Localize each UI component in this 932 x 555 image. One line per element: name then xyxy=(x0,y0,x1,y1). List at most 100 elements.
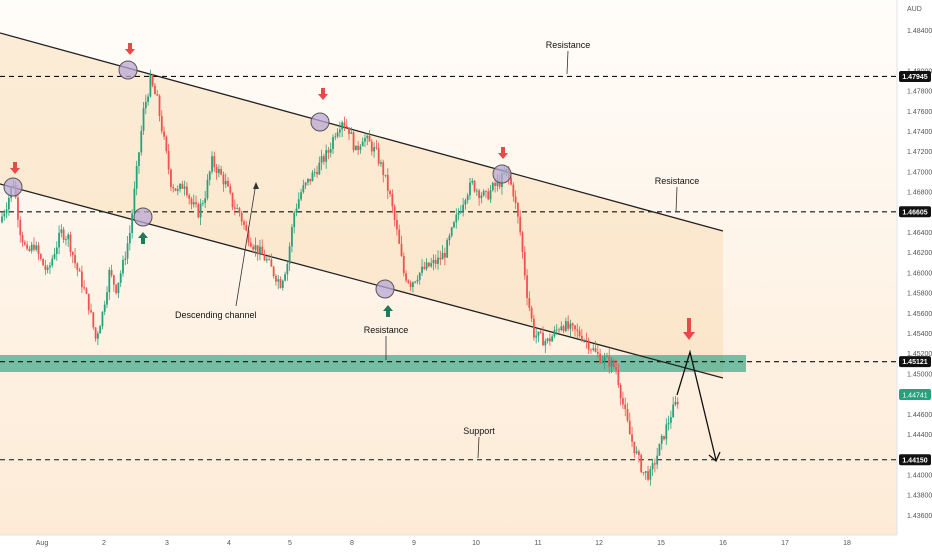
candle-body xyxy=(423,266,426,269)
time-tick-label: 9 xyxy=(412,540,416,547)
candle-body xyxy=(112,275,115,285)
channel-touch-point[interactable] xyxy=(492,164,512,184)
price-tick-label: 1.44000 xyxy=(907,472,932,479)
candle-body xyxy=(138,152,140,166)
candle-body xyxy=(421,266,423,273)
candle-body xyxy=(667,422,670,425)
candle-body xyxy=(633,441,636,454)
candle-body xyxy=(275,275,277,282)
candle-body xyxy=(446,240,449,258)
sell-arrow-icon xyxy=(10,162,20,174)
candle-body xyxy=(562,326,565,331)
price-tick-label: 1.47000 xyxy=(907,169,932,176)
candle-body xyxy=(544,340,547,346)
candle-body xyxy=(523,251,526,276)
candle-body xyxy=(407,280,410,283)
candle-body xyxy=(393,206,396,220)
candle-body xyxy=(236,208,239,210)
candle-body xyxy=(551,336,554,342)
candle-body xyxy=(485,190,487,192)
candle-body xyxy=(619,384,622,399)
channel-touch-point[interactable] xyxy=(3,177,23,197)
candle-body xyxy=(165,136,168,152)
candle-body xyxy=(286,263,289,275)
candle-body xyxy=(672,404,675,418)
candle-body xyxy=(375,147,378,149)
candle-body xyxy=(487,191,490,200)
candle-body xyxy=(558,329,560,331)
candle-body xyxy=(546,338,549,341)
candle-body xyxy=(391,193,394,207)
candle-body xyxy=(478,190,481,199)
candle-body xyxy=(594,348,597,352)
candle-body xyxy=(247,230,250,243)
candle-body xyxy=(576,329,579,331)
candle-body xyxy=(432,259,435,264)
channel-touch-point[interactable] xyxy=(118,60,138,80)
time-tick-label: 3 xyxy=(165,540,169,547)
candle-body xyxy=(587,340,590,350)
candle-body xyxy=(341,122,344,130)
candle-body xyxy=(147,96,150,102)
candle-body xyxy=(345,125,348,128)
candle-body xyxy=(65,239,67,241)
candle-body xyxy=(33,244,35,250)
candle-body xyxy=(354,145,357,151)
candle-body xyxy=(384,174,387,176)
candle-body xyxy=(67,234,70,240)
candle-body xyxy=(512,184,515,197)
candle-body xyxy=(560,326,563,330)
candle-body xyxy=(412,282,414,288)
candle-body xyxy=(548,338,551,342)
candle-body xyxy=(590,349,592,351)
candle-body xyxy=(496,180,499,186)
candle-body xyxy=(571,323,574,326)
candle-body xyxy=(7,197,10,210)
price-tick-label: 1.45200 xyxy=(907,351,932,358)
sell-arrow-icon xyxy=(498,147,508,159)
candle-body xyxy=(181,183,184,189)
candle-body xyxy=(28,248,31,251)
candle-body xyxy=(60,229,63,233)
candle-body xyxy=(473,180,476,192)
candle-body xyxy=(252,246,255,250)
candle-body xyxy=(649,469,652,480)
channel-touch-point[interactable] xyxy=(310,112,330,132)
candle-body xyxy=(327,150,330,153)
channel-touch-point[interactable] xyxy=(375,279,395,299)
price-tick-label: 1.47800 xyxy=(907,89,932,96)
channel-pointer xyxy=(235,182,257,307)
candle-body xyxy=(357,145,360,150)
candle-body xyxy=(108,270,111,293)
candle-body xyxy=(85,288,88,294)
candle-body xyxy=(325,150,328,162)
candle-body xyxy=(300,192,302,200)
candle-body xyxy=(656,455,659,465)
candle-body xyxy=(617,369,620,385)
candle-body xyxy=(256,245,259,255)
candle-body xyxy=(338,129,341,133)
candle-body xyxy=(414,281,417,283)
time-tick-label: 5 xyxy=(288,540,292,547)
candle-body xyxy=(526,275,528,298)
candle-body xyxy=(382,162,385,175)
candle-body xyxy=(117,282,120,294)
channel-touch-point[interactable] xyxy=(133,207,153,227)
candle-body xyxy=(195,202,197,205)
candle-body xyxy=(3,213,6,217)
candle-body xyxy=(51,258,54,266)
candle-body xyxy=(265,259,268,261)
channel-annotation: Descending channel xyxy=(175,310,257,320)
time-tick-label: 11 xyxy=(534,540,541,547)
candle-body xyxy=(443,252,446,258)
candle-body xyxy=(439,257,442,260)
candle-body xyxy=(615,366,617,370)
candle-body xyxy=(306,178,309,183)
channel-fill xyxy=(0,33,723,378)
candle-body xyxy=(186,186,188,196)
candle-body xyxy=(427,262,430,267)
candle-body xyxy=(259,246,261,255)
candle-body xyxy=(249,242,252,247)
